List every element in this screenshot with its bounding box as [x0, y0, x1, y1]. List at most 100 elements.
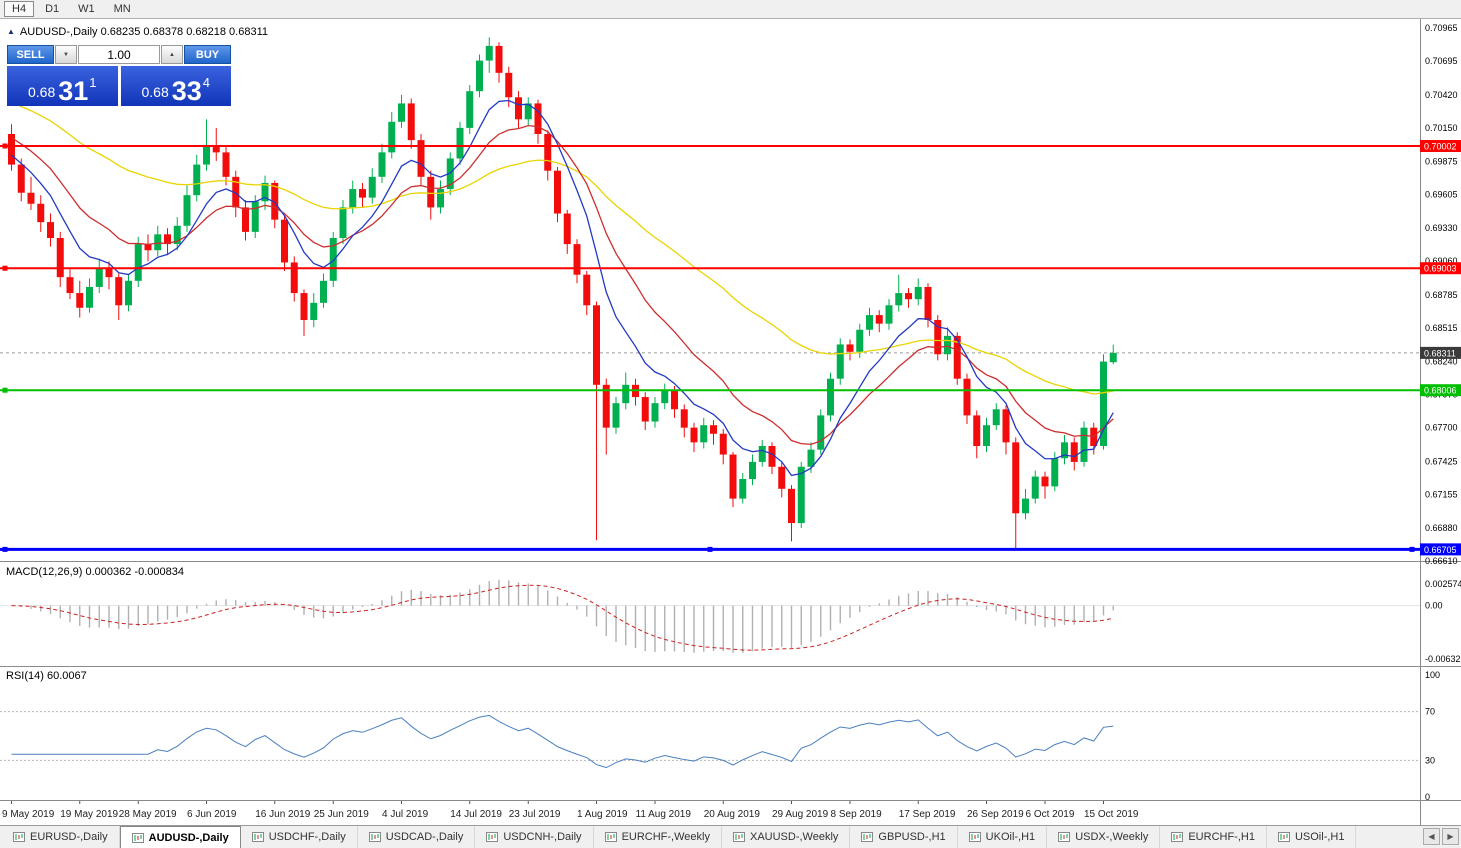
rsi-label: RSI(14) 60.0067	[6, 670, 87, 682]
macd-signal-line	[11, 584, 1114, 651]
svg-text:8 Sep 2019: 8 Sep 2019	[831, 809, 883, 820]
volume-input[interactable]	[78, 45, 160, 64]
price-axis[interactable]: 0.70965 0.70695 0.70420 0.70150 0.69875 0.696…	[1420, 23, 1461, 802]
macd-label: MACD(12,26,9) 0.000362 -0.000834	[6, 566, 184, 578]
chart-tab-ukoil-h1[interactable]: UKOil-,H1	[958, 826, 1048, 848]
chart-tab-usdx-weekly[interactable]: USDX-,Weekly	[1047, 826, 1161, 848]
chart-tab-icon	[368, 832, 381, 842]
hline-handle-left[interactable]	[2, 546, 8, 552]
svg-text:0.66610: 0.66610	[1425, 556, 1458, 566]
buy-price-point: 4	[202, 75, 211, 90]
buy-price-display[interactable]: 0.68 33 4	[120, 66, 231, 106]
chart-tab-icon	[131, 832, 144, 843]
svg-text:0.67700: 0.67700	[1425, 423, 1458, 433]
timeframe-button-h4[interactable]: H4	[4, 1, 35, 17]
rsi-indicator	[0, 711, 1420, 769]
svg-text:6 Jun 2019: 6 Jun 2019	[187, 809, 237, 820]
timeframe-button-w1[interactable]: W1	[70, 1, 103, 17]
chart-tab-icon	[486, 832, 499, 842]
svg-text:15 Oct 2019: 15 Oct 2019	[1084, 809, 1139, 820]
hline-handle-left[interactable]	[2, 387, 8, 393]
svg-text:4 Jul 2019: 4 Jul 2019	[382, 809, 429, 820]
hline-handle-left[interactable]	[2, 265, 8, 271]
svg-text:0.00: 0.00	[1425, 601, 1443, 611]
tab-label: GBPUSD-,H1	[878, 831, 946, 843]
chart-tab-audusd-daily[interactable]: AUDUSD-,Daily	[119, 826, 241, 848]
svg-text:0.66705: 0.66705	[1424, 545, 1457, 555]
chart-icon: ▲	[7, 27, 15, 36]
svg-text:0.68311: 0.68311	[1424, 348, 1456, 358]
svg-text:0.69330: 0.69330	[1425, 223, 1458, 233]
tab-label: USDCAD-,Daily	[385, 831, 464, 843]
chart-tab-eurchf-h1[interactable]: EURCHF-,H1	[1160, 826, 1267, 848]
tab-label: USDCHF-,Daily	[268, 831, 346, 843]
chart-tab-icon	[604, 832, 617, 842]
sell-price-display[interactable]: 0.68 31 1	[7, 66, 118, 106]
trade-prices-row: 0.68 31 1 0.68 33 4	[7, 66, 231, 106]
chart-tab-eurusd-daily[interactable]: EURUSD-,Daily	[2, 826, 120, 848]
moving-average-45	[11, 101, 1114, 395]
svg-text:26 Sep 2019: 26 Sep 2019	[967, 809, 1024, 820]
hline-handle-right[interactable]	[1409, 546, 1415, 552]
tab-label: XAUUSD-,Weekly	[749, 831, 839, 843]
timeframe-button-d1[interactable]: D1	[37, 1, 67, 17]
svg-text:17 Sep 2019: 17 Sep 2019	[899, 809, 956, 820]
axis-price-badge: 0.66705	[1420, 543, 1461, 556]
hline-handle-center[interactable]	[707, 546, 713, 552]
chart-tab-bar: ◀ ▶ EURUSD-,Daily AUDUSD-,Daily USDCHF-,Da…	[0, 825, 1461, 848]
hline-handle-left[interactable]	[2, 143, 8, 149]
sell-price-pips: 31	[58, 76, 89, 107]
moving-average-16	[11, 124, 1114, 446]
chart-tab-icon	[1058, 832, 1071, 842]
buy-price-base: 0.68	[141, 84, 169, 100]
svg-text:70: 70	[1425, 707, 1435, 717]
chart-tab-icon	[13, 832, 25, 842]
tab-scroll-right-button[interactable]: ▶	[1442, 828, 1459, 845]
svg-text:25 Jun 2019: 25 Jun 2019	[314, 809, 369, 820]
chart-tab-usdcnh-daily[interactable]: USDCNH-,Daily	[475, 826, 594, 848]
tab-scroll-left-button[interactable]: ◀	[1423, 828, 1440, 845]
moving-average-8	[11, 99, 1114, 477]
chart-tab-eurchf-weekly[interactable]: EURCHF-,Weekly	[594, 826, 722, 848]
chart-tab-icon	[251, 832, 264, 842]
svg-text:23 Jul 2019: 23 Jul 2019	[509, 809, 561, 820]
timeframe-button-mn[interactable]: MN	[106, 1, 139, 17]
tab-label: USDCNH-,Daily	[503, 831, 582, 843]
svg-text:0.67425: 0.67425	[1425, 456, 1458, 466]
chart-tab-gbpusd-h1[interactable]: GBPUSD-,H1	[850, 826, 958, 848]
svg-text:29 Aug 2019: 29 Aug 2019	[772, 809, 829, 820]
svg-text:0.68240: 0.68240	[1425, 357, 1458, 367]
chart-ohlc-text: AUDUSD-,Daily 0.68235 0.68378 0.68218 0.…	[19, 26, 268, 38]
tab-label: EURCHF-,H1	[1188, 831, 1255, 843]
chart-tab-xauusd-weekly[interactable]: XAUUSD-,Weekly	[722, 826, 851, 848]
svg-text:0.70965: 0.70965	[1425, 23, 1458, 33]
chart-tab-icon	[968, 832, 981, 842]
tab-label: UKOil-,H1	[985, 831, 1036, 843]
svg-text:9 May 2019: 9 May 2019	[2, 809, 55, 820]
chart-area[interactable]: 0.70965 0.70695 0.70420 0.70150 0.69875 0.696…	[0, 19, 1461, 825]
chart-tab-usdchf-daily[interactable]: USDCHF-,Daily	[241, 826, 358, 848]
triangle-down-icon: ▼	[63, 51, 69, 58]
svg-text:0.68515: 0.68515	[1425, 323, 1458, 333]
chart-tab-usoil-h1[interactable]: USOil-,H1	[1267, 826, 1357, 848]
chart-tab-icon	[732, 832, 745, 842]
chart-canvas[interactable]: 0.70965 0.70695 0.70420 0.70150 0.69875 0.696…	[0, 19, 1461, 825]
sell-button[interactable]: SELL	[7, 45, 54, 64]
candlestick-series	[8, 37, 1117, 549]
tab-scroll-buttons: ◀ ▶	[1423, 828, 1459, 845]
svg-text:6 Oct 2019: 6 Oct 2019	[1026, 809, 1075, 820]
sell-price-point: 1	[89, 75, 97, 90]
volume-increase-button[interactable]: ▲	[161, 45, 183, 64]
tab-label: USDX-,Weekly	[1075, 831, 1149, 843]
svg-text:14 Jul 2019: 14 Jul 2019	[450, 809, 502, 820]
time-axis[interactable]: 9 May 2019 19 May 2019 28 May 2019 6 Jun 20…	[2, 801, 1139, 820]
macd-indicator	[0, 579, 1420, 653]
chart-tab-usdcad-daily[interactable]: USDCAD-,Daily	[358, 826, 476, 848]
svg-text:0.70695: 0.70695	[1425, 56, 1458, 66]
svg-text:20 Aug 2019: 20 Aug 2019	[704, 809, 761, 820]
svg-text:0.67155: 0.67155	[1425, 489, 1458, 499]
svg-text:11 Aug 2019: 11 Aug 2019	[636, 809, 692, 820]
volume-decrease-button[interactable]: ▼	[55, 45, 77, 64]
buy-button[interactable]: BUY	[184, 45, 231, 64]
